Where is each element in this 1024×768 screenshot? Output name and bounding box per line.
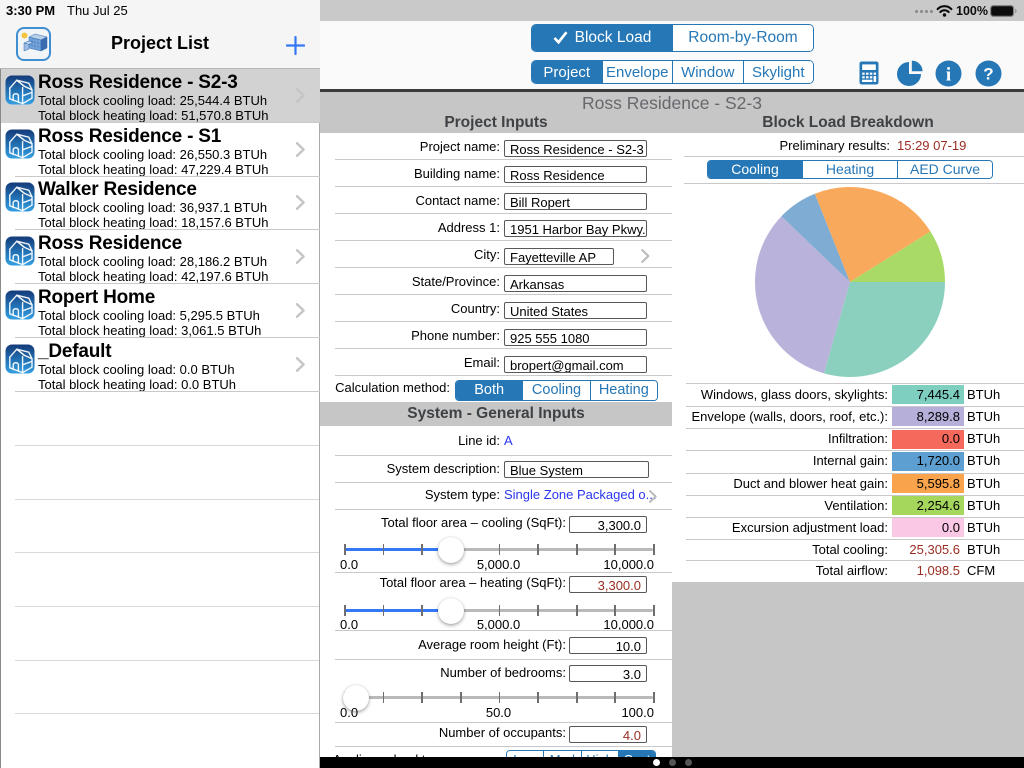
svg-text:i: i: [946, 65, 951, 86]
svg-text:?: ?: [983, 65, 993, 84]
